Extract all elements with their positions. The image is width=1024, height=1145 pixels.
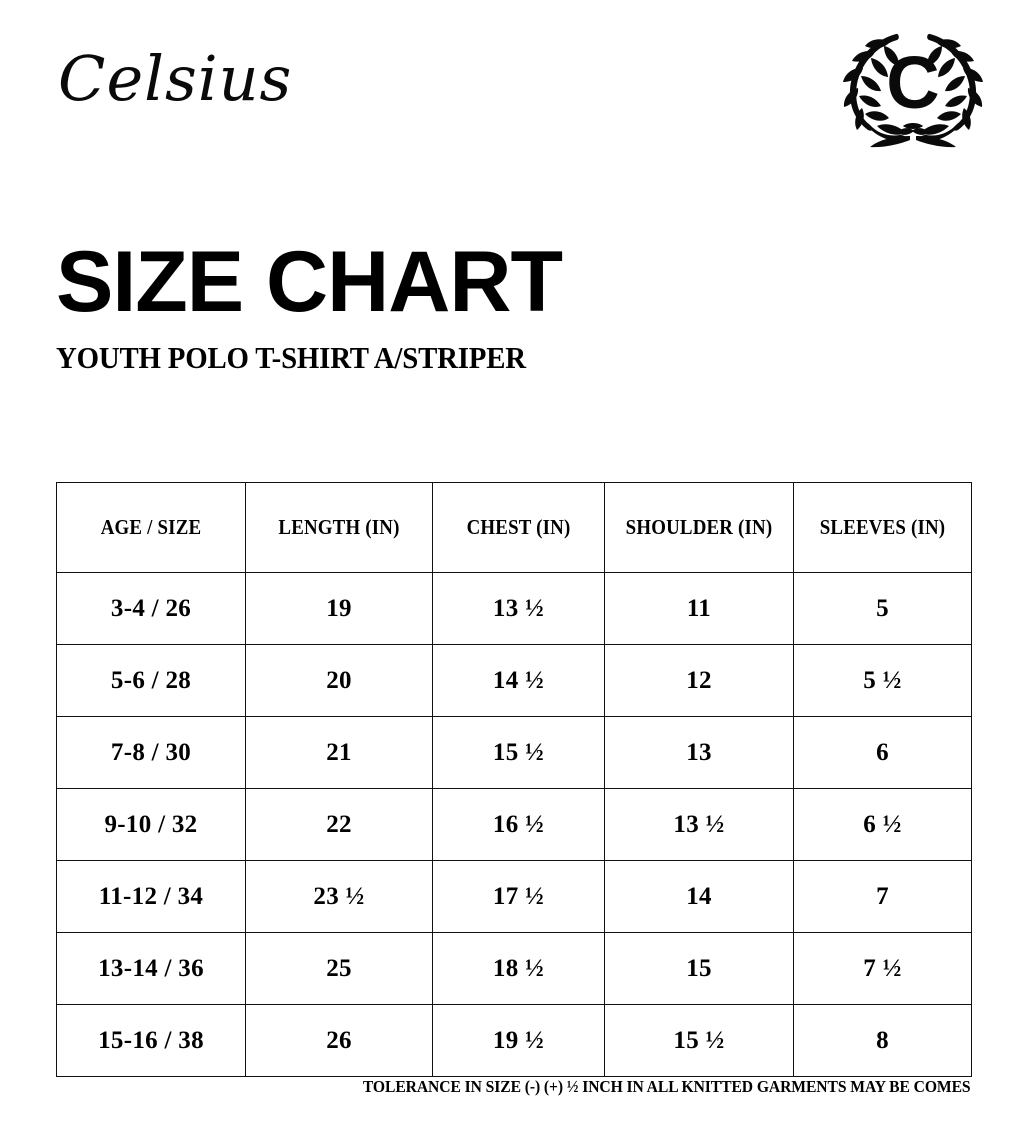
cell-shoulder: 11 bbox=[604, 572, 794, 645]
cell-sleeves: 7 ½ bbox=[793, 932, 972, 1005]
page-title: SIZE CHART bbox=[56, 234, 563, 330]
column-header-chest: CHEST (IN) bbox=[432, 482, 605, 573]
cell-chest: 19 ½ bbox=[432, 1004, 605, 1077]
cell-sleeves: 8 bbox=[793, 1004, 972, 1077]
column-header-age-size: AGE / SIZE bbox=[56, 482, 246, 573]
cell-age-size: 9-10 / 32 bbox=[56, 788, 246, 861]
cell-length: 21 bbox=[245, 716, 433, 789]
cell-sleeves: 7 bbox=[793, 860, 972, 933]
size-chart-table-container: AGE / SIZE LENGTH (IN) CHEST (IN) SHOULD… bbox=[56, 482, 972, 1077]
table-row: 3-4 / 26 19 13 ½ 11 5 bbox=[56, 572, 972, 645]
column-header-sleeves-label: SLEEVES (IN) bbox=[819, 515, 946, 539]
column-header-sleeves: SLEEVES (IN) bbox=[793, 482, 972, 573]
cell-length: 19 bbox=[245, 572, 433, 645]
title-block: SIZE CHART YOUTH POLO T-SHIRT A/STRIPER bbox=[56, 234, 956, 376]
cell-chest: 17 ½ bbox=[432, 860, 605, 933]
tolerance-footnote: TOLERANCE IN SIZE (-) (+) ½ INCH IN ALL … bbox=[56, 1077, 971, 1097]
cell-length: 20 bbox=[245, 644, 433, 717]
column-header-age-size-label: AGE / SIZE bbox=[100, 515, 202, 539]
cell-length: 26 bbox=[245, 1004, 433, 1077]
cell-sleeves: 6 bbox=[793, 716, 972, 789]
column-header-length-label: LENGTH (IN) bbox=[278, 515, 400, 539]
tolerance-footnote-text: TOLERANCE IN SIZE (-) (+) ½ INCH IN ALL … bbox=[363, 1077, 971, 1096]
cell-shoulder: 12 bbox=[604, 644, 794, 717]
emblem-letter: C bbox=[886, 41, 939, 124]
cell-age-size: 11-12 / 34 bbox=[56, 860, 246, 933]
table-row: 15-16 / 38 26 19 ½ 15 ½ 8 bbox=[56, 1004, 972, 1077]
column-header-shoulder-label: SHOULDER (IN) bbox=[625, 515, 773, 539]
size-chart-table: AGE / SIZE LENGTH (IN) CHEST (IN) SHOULD… bbox=[56, 482, 972, 1077]
table-row: 11-12 / 34 23 ½ 17 ½ 14 7 bbox=[56, 860, 972, 933]
cell-age-size: 7-8 / 30 bbox=[56, 716, 246, 789]
table-row: 9-10 / 32 22 16 ½ 13 ½ 6 ½ bbox=[56, 788, 972, 861]
cell-shoulder: 13 ½ bbox=[604, 788, 794, 861]
cell-length: 22 bbox=[245, 788, 433, 861]
page-header: Celsius bbox=[0, 0, 1024, 200]
table-row: 7-8 / 30 21 15 ½ 13 6 bbox=[56, 716, 972, 789]
cell-chest: 13 ½ bbox=[432, 572, 605, 645]
table-row: 5-6 / 28 20 14 ½ 12 5 ½ bbox=[56, 644, 972, 717]
cell-chest: 14 ½ bbox=[432, 644, 605, 717]
cell-age-size: 3-4 / 26 bbox=[56, 572, 246, 645]
cell-age-size: 15-16 / 38 bbox=[56, 1004, 246, 1077]
column-header-chest-label: CHEST (IN) bbox=[466, 515, 571, 539]
table-row: 13-14 / 36 25 18 ½ 15 7 ½ bbox=[56, 932, 972, 1005]
cell-chest: 16 ½ bbox=[432, 788, 605, 861]
cell-chest: 18 ½ bbox=[432, 932, 605, 1005]
cell-sleeves: 5 ½ bbox=[793, 644, 972, 717]
cell-age-size: 5-6 / 28 bbox=[56, 644, 246, 717]
cell-shoulder: 14 bbox=[604, 860, 794, 933]
page-subtitle: YOUTH POLO T-SHIRT A/STRIPER bbox=[56, 340, 526, 376]
cell-shoulder: 15 ½ bbox=[604, 1004, 794, 1077]
cell-length: 25 bbox=[245, 932, 433, 1005]
column-header-shoulder: SHOULDER (IN) bbox=[604, 482, 794, 573]
cell-sleeves: 6 ½ bbox=[793, 788, 972, 861]
brand-wordmark: Celsius bbox=[58, 42, 293, 115]
cell-shoulder: 15 bbox=[604, 932, 794, 1005]
cell-age-size: 13-14 / 36 bbox=[56, 932, 246, 1005]
column-header-length: LENGTH (IN) bbox=[245, 482, 433, 573]
cell-sleeves: 5 bbox=[793, 572, 972, 645]
cell-shoulder: 13 bbox=[604, 716, 794, 789]
table-header-row: AGE / SIZE LENGTH (IN) CHEST (IN) SHOULD… bbox=[56, 482, 972, 573]
cell-length: 23 ½ bbox=[245, 860, 433, 933]
laurel-wreath-emblem-icon: C bbox=[840, 26, 986, 150]
cell-chest: 15 ½ bbox=[432, 716, 605, 789]
